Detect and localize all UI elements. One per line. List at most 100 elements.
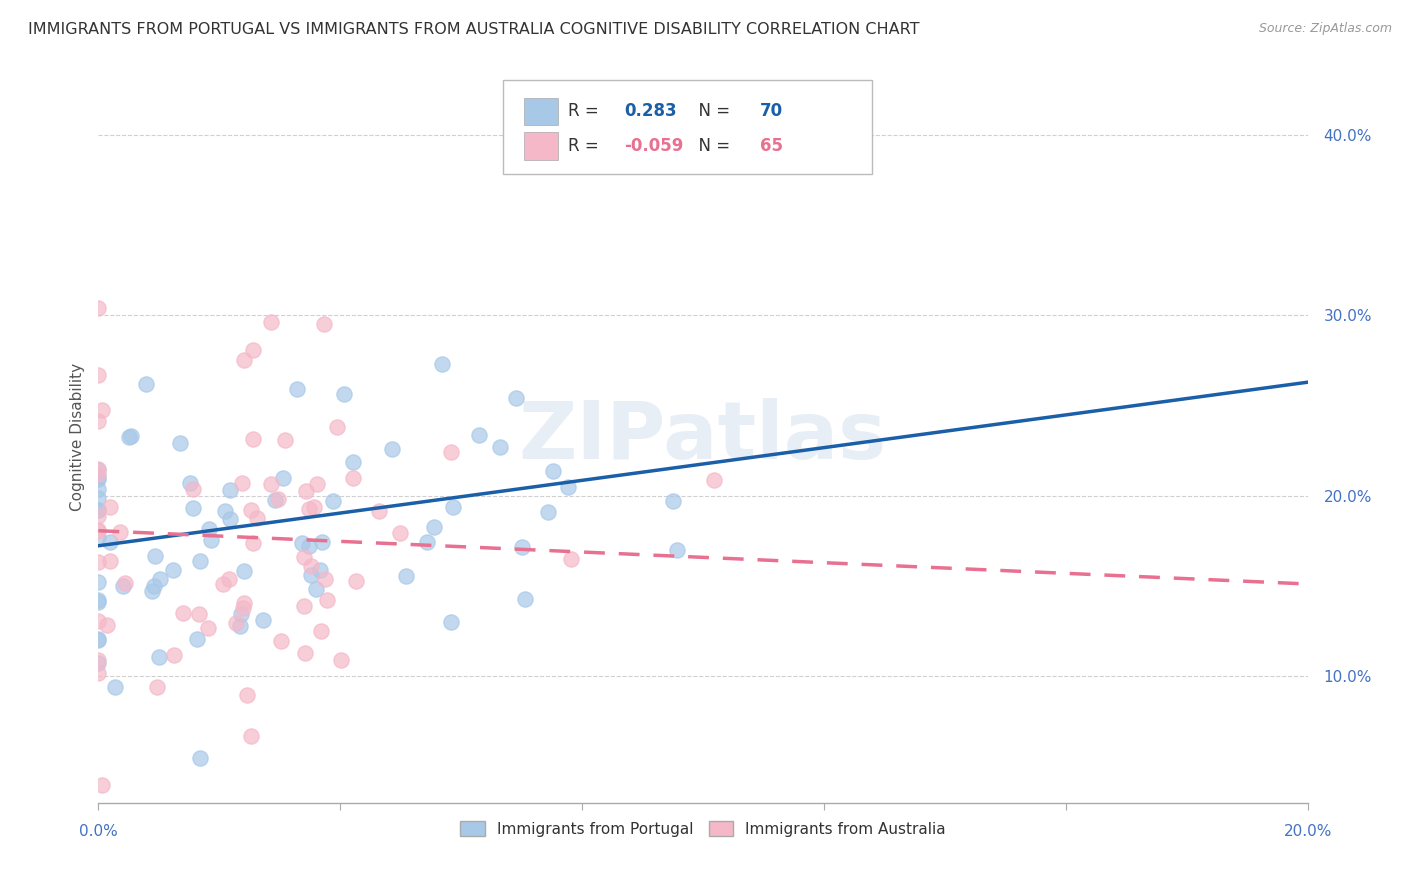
Point [381, 442, 404, 456]
Point [233, 596, 256, 610]
Point [87, 593, 110, 607]
Point [259, 476, 281, 491]
Point [333, 387, 356, 401]
Point [188, 554, 211, 568]
Point [145, 549, 167, 564]
Point [309, 624, 332, 639]
Point [181, 500, 204, 515]
Text: ZIPatlas: ZIPatlas [519, 398, 887, 476]
Point [298, 540, 321, 554]
Point [87, 467, 110, 482]
Point [197, 621, 219, 635]
Point [246, 511, 269, 525]
Point [242, 433, 264, 447]
Point [87, 414, 110, 428]
Point [87, 503, 110, 517]
Text: 0.283: 0.283 [624, 103, 678, 120]
Text: 20.0%: 20.0% [1284, 824, 1331, 839]
Point [87, 633, 110, 648]
Point [295, 483, 318, 498]
Point [440, 444, 463, 458]
Point [394, 569, 416, 583]
Point [541, 464, 564, 478]
Point [169, 436, 191, 450]
Point [342, 455, 364, 469]
Point [87, 574, 110, 589]
Point [252, 613, 274, 627]
Point [311, 535, 333, 549]
Point [665, 543, 688, 558]
Point [87, 463, 110, 477]
Point [388, 525, 411, 540]
Point [87, 524, 110, 538]
Point [141, 583, 163, 598]
Point [186, 632, 208, 647]
Point [181, 482, 204, 496]
Point [98, 534, 121, 549]
Point [96, 617, 118, 632]
Text: R =: R = [568, 103, 603, 120]
Point [430, 357, 453, 371]
Point [229, 619, 252, 633]
Point [505, 391, 527, 405]
Point [87, 482, 110, 496]
Point [292, 599, 315, 613]
Point [423, 520, 446, 534]
Point [264, 492, 287, 507]
Point [149, 572, 172, 586]
Text: N =: N = [689, 103, 735, 120]
Point [661, 494, 683, 508]
Point [87, 632, 110, 646]
Point [87, 462, 110, 476]
Point [232, 564, 254, 578]
Point [242, 343, 264, 357]
Point [557, 480, 579, 494]
Point [87, 615, 110, 629]
Point [235, 688, 257, 702]
Point [87, 530, 110, 544]
Point [162, 564, 184, 578]
Point [297, 501, 319, 516]
Point [87, 524, 110, 538]
Point [218, 483, 240, 497]
FancyBboxPatch shape [524, 97, 558, 125]
Text: 65: 65 [759, 137, 783, 155]
Point [239, 503, 262, 517]
Point [114, 576, 136, 591]
Point [218, 512, 240, 526]
Point [87, 472, 110, 486]
Text: 70: 70 [759, 103, 783, 120]
Point [515, 591, 537, 606]
Point [233, 352, 256, 367]
Point [98, 500, 121, 515]
Y-axis label: Cognitive Disability: Cognitive Disability [69, 363, 84, 511]
Point [342, 470, 364, 484]
Point [225, 616, 247, 631]
Text: N =: N = [689, 137, 735, 155]
FancyBboxPatch shape [503, 80, 872, 174]
Text: 0.0%: 0.0% [79, 824, 118, 839]
Point [188, 751, 211, 765]
Point [163, 648, 186, 662]
Point [440, 615, 463, 629]
Point [87, 470, 110, 484]
Text: Source: ZipAtlas.com: Source: ZipAtlas.com [1258, 22, 1392, 36]
Point [305, 582, 328, 596]
Point [326, 419, 349, 434]
Point [242, 536, 264, 550]
Point [309, 563, 332, 577]
Text: R =: R = [568, 137, 603, 155]
Point [188, 607, 211, 622]
Point [315, 593, 337, 607]
Point [179, 476, 201, 491]
Point [322, 494, 344, 508]
Point [314, 572, 336, 586]
Point [117, 430, 139, 444]
Point [273, 471, 295, 485]
Point [148, 649, 170, 664]
Point [510, 540, 533, 554]
Point [285, 383, 308, 397]
Point [489, 440, 512, 454]
Point [560, 551, 582, 566]
Point [135, 377, 157, 392]
